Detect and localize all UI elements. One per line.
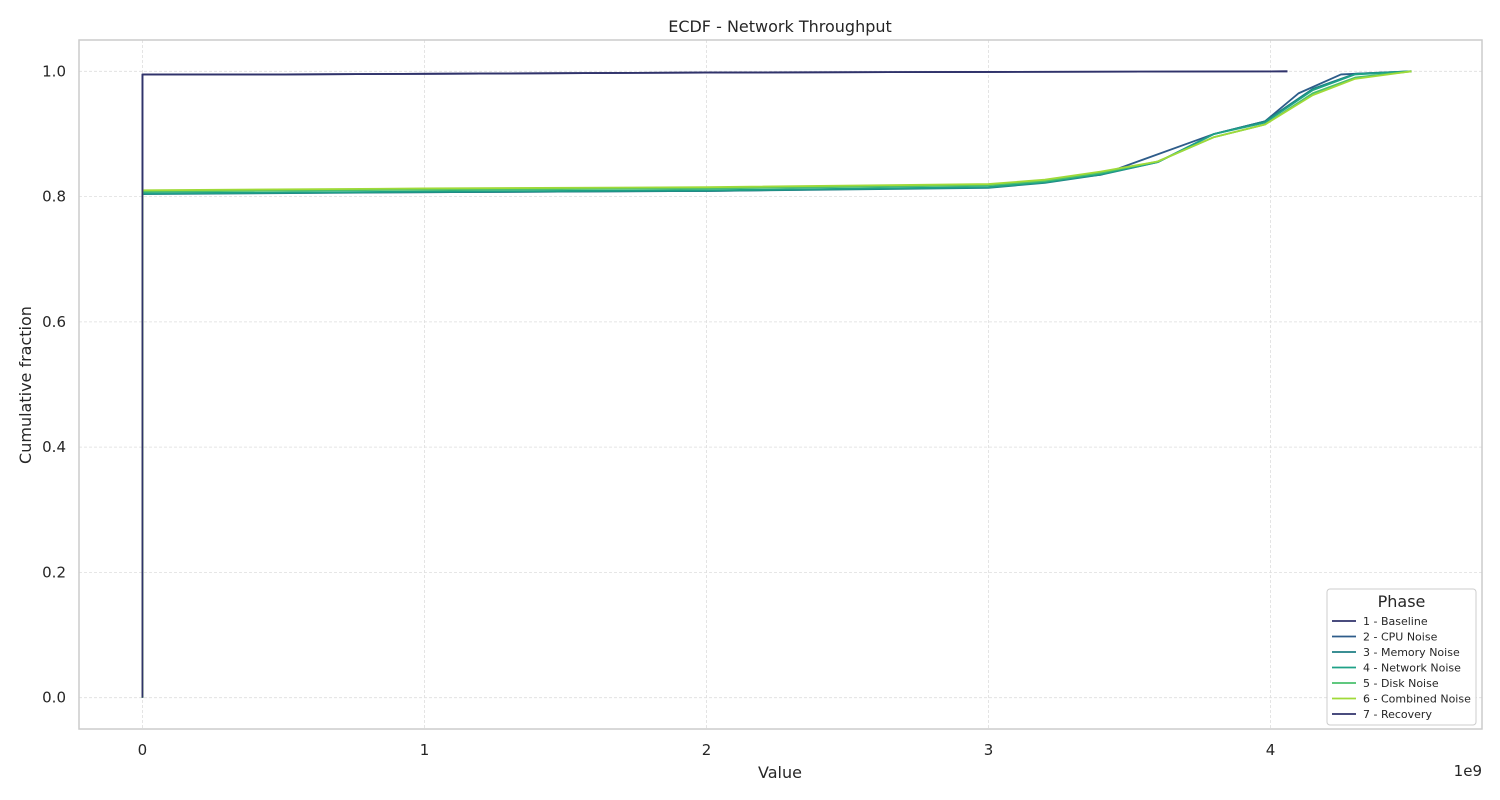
y-tick-label: 1.0 (42, 62, 66, 80)
legend-entry-label: 1 - Baseline (1363, 615, 1428, 628)
x-tick-label: 1 (420, 741, 430, 759)
plot-frame (78, 39, 1483, 730)
x-tick-label: 0 (138, 741, 148, 759)
y-axis-ticks: 0.0 0.2 0.4 0.6 0.8 1.0 (42, 62, 66, 706)
y-tick-label: 0.4 (42, 438, 66, 456)
legend-entry-label: 5 - Disk Noise (1363, 677, 1439, 690)
series-line-1 (141, 70, 1288, 698)
y-tick-label: 0.0 (42, 689, 66, 707)
grid-layer (79, 40, 1482, 729)
y-tick-label: 0.6 (42, 313, 66, 331)
series-layer (141, 70, 1412, 698)
x-tick-label: 3 (984, 741, 994, 759)
y-axis-label: Cumulative fraction (16, 306, 35, 464)
series-line-3 (141, 70, 1412, 698)
series-line-7 (141, 70, 1288, 698)
legend-entry-label: 2 - CPU Noise (1363, 631, 1438, 644)
x-tick-label: 2 (702, 741, 712, 759)
series-line-4 (141, 70, 1412, 698)
x-axis-ticks: 0 1 2 3 4 (138, 741, 1276, 759)
legend-entry-label: 7 - Recovery (1363, 708, 1432, 721)
legend-entry-label: 6 - Combined Noise (1363, 693, 1471, 706)
x-axis-offset-label: 1e9 (1454, 762, 1482, 780)
chart-title: ECDF - Network Throughput (668, 17, 892, 36)
legend-entry-label: 3 - Memory Noise (1363, 646, 1460, 659)
y-tick-label: 0.8 (42, 188, 66, 206)
series-line-2 (141, 70, 1412, 698)
legend-items: 1 - Baseline 2 - CPU Noise 3 - Memory Nois… (1332, 615, 1471, 721)
x-tick-label: 4 (1266, 741, 1276, 759)
series-line-5 (141, 70, 1412, 698)
legend-entry-label: 4 - Network Noise (1363, 662, 1461, 675)
y-tick-label: 0.2 (42, 563, 66, 581)
legend-box (1326, 588, 1477, 726)
x-axis-label: Value (758, 763, 802, 782)
legend-title: Phase (1378, 592, 1426, 611)
legend: Phase 1 - Baseline 2 - CPU Noise 3 - Memor… (1326, 588, 1477, 726)
series-line-6 (141, 70, 1412, 698)
